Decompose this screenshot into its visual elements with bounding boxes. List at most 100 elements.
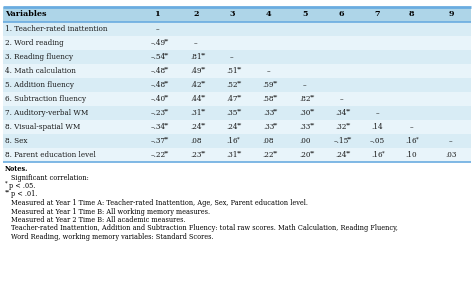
Bar <box>3 78 471 92</box>
Text: **: ** <box>164 94 169 99</box>
Text: **: ** <box>164 108 169 113</box>
Text: .30: .30 <box>299 109 310 117</box>
Text: Teacher-rated Inattention, Addition and Subtraction Fluency: total raw scores. M: Teacher-rated Inattention, Addition and … <box>11 225 398 233</box>
Text: **: ** <box>273 150 278 155</box>
Text: **: ** <box>310 94 315 99</box>
Text: **: ** <box>201 94 206 99</box>
Text: –.40: –.40 <box>150 95 165 103</box>
Text: **: ** <box>273 108 278 113</box>
Text: **: ** <box>164 150 169 155</box>
Text: *: * <box>5 180 8 186</box>
Text: 5: 5 <box>302 11 308 19</box>
Text: .82: .82 <box>299 95 311 103</box>
Text: *: * <box>416 136 419 141</box>
Text: **: ** <box>273 122 278 127</box>
Text: p < .05.: p < .05. <box>9 182 36 190</box>
Text: **: ** <box>201 122 206 127</box>
Text: .00: .00 <box>299 137 311 145</box>
Text: –.05: –.05 <box>370 137 385 145</box>
Text: .08: .08 <box>190 137 202 145</box>
Text: **: ** <box>164 80 169 85</box>
Text: **: ** <box>346 108 351 113</box>
Text: –.48: –.48 <box>150 81 165 89</box>
Bar <box>3 106 471 120</box>
Text: **: ** <box>310 108 315 113</box>
Text: 8: 8 <box>409 11 414 19</box>
Text: .20: .20 <box>299 151 311 159</box>
Text: **: ** <box>164 52 169 57</box>
Text: .52: .52 <box>226 81 238 89</box>
Bar <box>3 50 471 64</box>
Text: **: ** <box>237 108 242 113</box>
Text: .59: .59 <box>263 81 274 89</box>
Text: 3. Reading fluency: 3. Reading fluency <box>5 53 73 61</box>
Text: **: ** <box>201 66 206 71</box>
Text: –: – <box>303 81 307 89</box>
Text: **: ** <box>5 189 10 194</box>
Text: .32: .32 <box>336 123 347 131</box>
Text: .31: .31 <box>226 151 238 159</box>
Text: **: ** <box>201 108 206 113</box>
Text: .58: .58 <box>263 95 274 103</box>
Text: **: ** <box>201 52 206 57</box>
Text: **: ** <box>237 150 242 155</box>
Text: –.23: –.23 <box>151 109 165 117</box>
Text: 4: 4 <box>266 11 271 19</box>
Text: Word Reading, working memory variables: Standard Scores.: Word Reading, working memory variables: … <box>11 233 214 241</box>
Text: –: – <box>230 53 234 61</box>
Text: **: ** <box>201 80 206 85</box>
Text: **: ** <box>273 80 278 85</box>
Text: –: – <box>376 109 379 117</box>
Text: .16: .16 <box>372 151 383 159</box>
Text: –.37: –.37 <box>151 137 165 145</box>
Text: –.34: –.34 <box>151 123 165 131</box>
Bar <box>3 22 471 36</box>
Text: Variables: Variables <box>5 11 46 19</box>
Text: –: – <box>410 123 413 131</box>
Text: .44: .44 <box>190 95 202 103</box>
Text: 6. Subtraction fluency: 6. Subtraction fluency <box>5 95 86 103</box>
Text: **: ** <box>310 122 315 127</box>
Text: –.48: –.48 <box>150 67 165 75</box>
Text: .23: .23 <box>191 151 202 159</box>
Text: **: ** <box>346 122 351 127</box>
Text: –: – <box>449 137 453 145</box>
Text: Measured at Year 2 Time B: All academic measures.: Measured at Year 2 Time B: All academic … <box>11 216 186 224</box>
Bar <box>3 36 471 50</box>
Text: **: ** <box>346 150 351 155</box>
Text: 8. Sex: 8. Sex <box>5 137 27 145</box>
Bar <box>3 120 471 134</box>
Text: .03: .03 <box>445 151 456 159</box>
Text: **: ** <box>310 150 315 155</box>
Bar <box>3 92 471 106</box>
Text: 5. Addition fluency: 5. Addition fluency <box>5 81 74 89</box>
Text: .35: .35 <box>226 109 237 117</box>
Text: .81: .81 <box>190 53 202 61</box>
Text: .33: .33 <box>263 123 274 131</box>
Text: .24: .24 <box>190 123 202 131</box>
Text: .34: .34 <box>336 109 347 117</box>
Text: .33: .33 <box>300 123 310 131</box>
Text: 9: 9 <box>448 11 454 19</box>
Text: 2: 2 <box>193 11 199 19</box>
Text: **: ** <box>201 150 206 155</box>
Text: 1. Teacher-rated inattention: 1. Teacher-rated inattention <box>5 25 108 33</box>
Bar <box>3 64 471 78</box>
Text: **: ** <box>237 122 242 127</box>
Text: **: ** <box>237 80 242 85</box>
Text: p < .01.: p < .01. <box>11 190 37 198</box>
Text: .24: .24 <box>336 151 347 159</box>
Text: 7. Auditory-verbal WM: 7. Auditory-verbal WM <box>5 109 88 117</box>
Text: **: ** <box>164 38 169 43</box>
Text: .47: .47 <box>226 95 238 103</box>
Text: **: ** <box>237 94 242 99</box>
Text: **: ** <box>273 94 278 99</box>
Text: 6: 6 <box>339 11 344 19</box>
Text: 7: 7 <box>375 11 380 19</box>
Bar <box>3 148 471 162</box>
Text: .16: .16 <box>406 137 417 145</box>
Text: –: – <box>340 95 343 103</box>
Text: .49: .49 <box>190 67 202 75</box>
Text: Measured at Year 1 Time B: All working memory measures.: Measured at Year 1 Time B: All working m… <box>11 208 210 215</box>
Text: **: ** <box>164 136 169 141</box>
